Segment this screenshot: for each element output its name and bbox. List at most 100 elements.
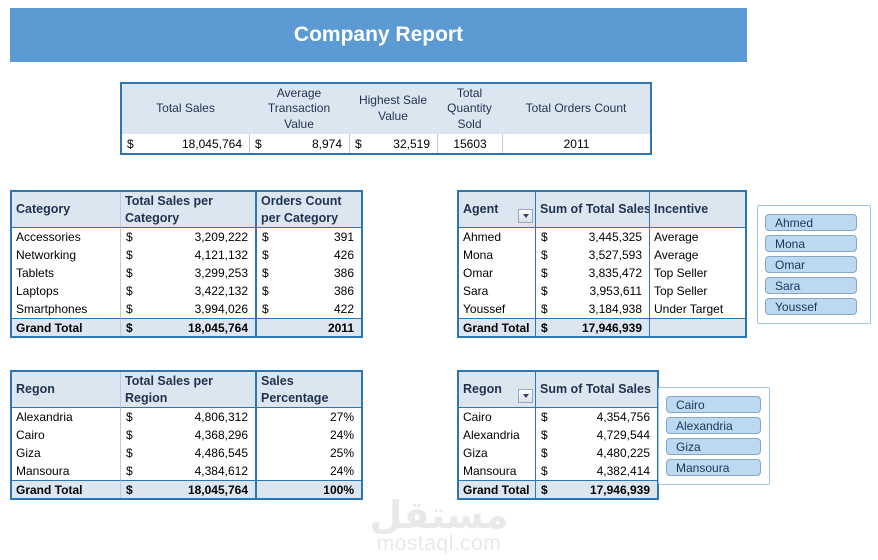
slicer-button-cairo[interactable]: Cairo [666, 396, 761, 413]
slicer-button-mansoura[interactable]: Mansoura [666, 459, 761, 476]
category-sales-value: $3,209,222 [120, 228, 255, 246]
category-sales-header: Total Sales per Category [120, 192, 255, 228]
summary-value-avg-transaction: $ 8,974 [249, 134, 349, 153]
category-row-label: Networking [16, 248, 77, 262]
amount: 17,946,939 [581, 320, 642, 335]
category-sales-value: $3,422,132 [120, 282, 255, 300]
currency-symbol: $ [541, 446, 548, 460]
region-grand-total-percentage: 100% [255, 480, 361, 498]
amount: 2011 [563, 136, 590, 151]
currency-symbol: $ [127, 136, 134, 151]
currency-symbol: $ [262, 266, 269, 280]
region-row-label: Alexandria [16, 410, 73, 424]
region-percentage-header: Sales Percentage [255, 372, 361, 408]
summary-value-orders-count: 2011 [502, 134, 650, 153]
slicer-button-alexandria[interactable]: Alexandria [666, 417, 761, 434]
region-percentage-value: 24% [255, 462, 361, 480]
agent-sales-value: $3,184,938 [535, 300, 649, 318]
agent-sales-value: $3,445,325 [535, 228, 649, 246]
amount: 3,994,026 [194, 302, 248, 316]
category-header: Category [12, 192, 120, 228]
agent-incentive-value: Average [649, 228, 745, 246]
slicer-button-ahmed[interactable]: Ahmed [765, 214, 857, 231]
agent-incentive-value: Average [649, 246, 745, 264]
category-table: Category Total Sales per Category Orders… [10, 190, 363, 338]
agent-row-label: Omar [463, 266, 493, 280]
watermark: مستقل mostaql.com [0, 495, 878, 556]
agent-incentive-value: Under Target [649, 300, 745, 318]
summary-header-highest-sale: Highest Sale Value [349, 84, 437, 134]
region-table: Regon Total Sales per Region Sales Perce… [10, 370, 363, 500]
currency-symbol: $ [126, 464, 133, 478]
currency-symbol: $ [541, 248, 548, 262]
agent-incentive-header: Incentive [649, 192, 745, 228]
category-row-label: Smartphones [16, 302, 88, 316]
currency-symbol: $ [126, 284, 133, 298]
agent-row-label: Ahmed [463, 230, 502, 244]
region-percentage-value: 27% [255, 408, 361, 426]
amount: 4,729,544 [596, 428, 650, 442]
amount: 4,354,756 [596, 410, 650, 424]
category-orders-value: $426 [255, 246, 361, 264]
slicer-button-omar[interactable]: Omar [765, 256, 857, 273]
region-sales-value: $4,368,296 [120, 426, 255, 444]
region-pivot-row-label: Alexandria [463, 428, 520, 442]
chevron-down-icon [522, 394, 529, 398]
currency-symbol: $ [262, 230, 269, 244]
amount: 17,946,939 [589, 482, 650, 497]
region-pivot-row-label: Giza [463, 446, 488, 460]
amount: 391 [333, 230, 354, 244]
region-pivot-sales-value: $4,382,414 [535, 462, 657, 480]
agent-row-label: Sara [463, 284, 489, 298]
summary-value-highest-sale: $ 32,519 [349, 134, 437, 153]
amount: 3,527,593 [588, 248, 642, 262]
category-orders-value: $391 [255, 228, 361, 246]
region-percentage-value: 24% [255, 426, 361, 444]
category-grand-total-orders: 2011 [255, 318, 361, 336]
region-pivot-row-label: Cairo [463, 410, 492, 424]
region-grand-total-sales: $18,045,764 [120, 480, 255, 498]
agent-sales-value: $3,835,472 [535, 264, 649, 282]
region-pivot-grand-total-sales: $17,946,939 [535, 480, 657, 498]
slicer-button-sara[interactable]: Sara [765, 277, 857, 294]
region-filter-dropdown[interactable] [518, 389, 533, 403]
currency-symbol: $ [262, 302, 269, 316]
agent-row-label: Youssef [463, 302, 506, 316]
currency-symbol: $ [126, 446, 133, 460]
amount: 386 [333, 284, 354, 298]
agent-grand-total-incentive [649, 318, 745, 336]
category-row-label: Accessories [16, 230, 81, 244]
region-pivot-sales-value: $4,480,225 [535, 444, 657, 462]
region-percentage-value: 25% [255, 444, 361, 462]
currency-symbol: $ [541, 320, 548, 335]
slicer-button-youssef[interactable]: Youssef [765, 298, 857, 315]
agent-filter-dropdown[interactable] [518, 209, 533, 223]
amount: 3,445,325 [588, 230, 642, 244]
slicer-button-mona[interactable]: Mona [765, 235, 857, 252]
currency-symbol: $ [355, 136, 362, 151]
summary-header-total-sales: Total Sales [122, 84, 249, 134]
currency-symbol: $ [541, 464, 548, 478]
amount: 3,953,611 [589, 284, 643, 298]
currency-symbol: $ [262, 248, 269, 262]
currency-symbol: $ [541, 428, 548, 442]
agent-grand-total-sales: $17,946,939 [535, 318, 649, 336]
region-sales-value: $4,486,545 [120, 444, 255, 462]
region-sales-header: Total Sales per Region [120, 372, 255, 408]
slicer-button-giza[interactable]: Giza [666, 438, 761, 455]
currency-symbol: $ [541, 230, 548, 244]
region-row-label: Giza [16, 446, 41, 460]
agent-sum-header: Sum of Total Sales [535, 192, 651, 228]
region-pivot-table: Regon Sum of Total Sales Cairo $4,354,75… [457, 370, 659, 500]
category-sales-value: $3,299,253 [120, 264, 255, 282]
report-title-banner: Company Report [10, 8, 747, 62]
agent-pivot-header: Agent [459, 192, 535, 228]
category-row-label: Laptops [16, 284, 59, 298]
amount: 3,184,938 [588, 302, 642, 316]
amount: 8,974 [311, 136, 342, 151]
amount: 18,045,764 [181, 136, 242, 151]
region-header: Regon [12, 372, 120, 408]
summary-table: Total Sales Average Transaction Value Hi… [120, 82, 652, 155]
region-row-label: Mansoura [16, 464, 70, 478]
